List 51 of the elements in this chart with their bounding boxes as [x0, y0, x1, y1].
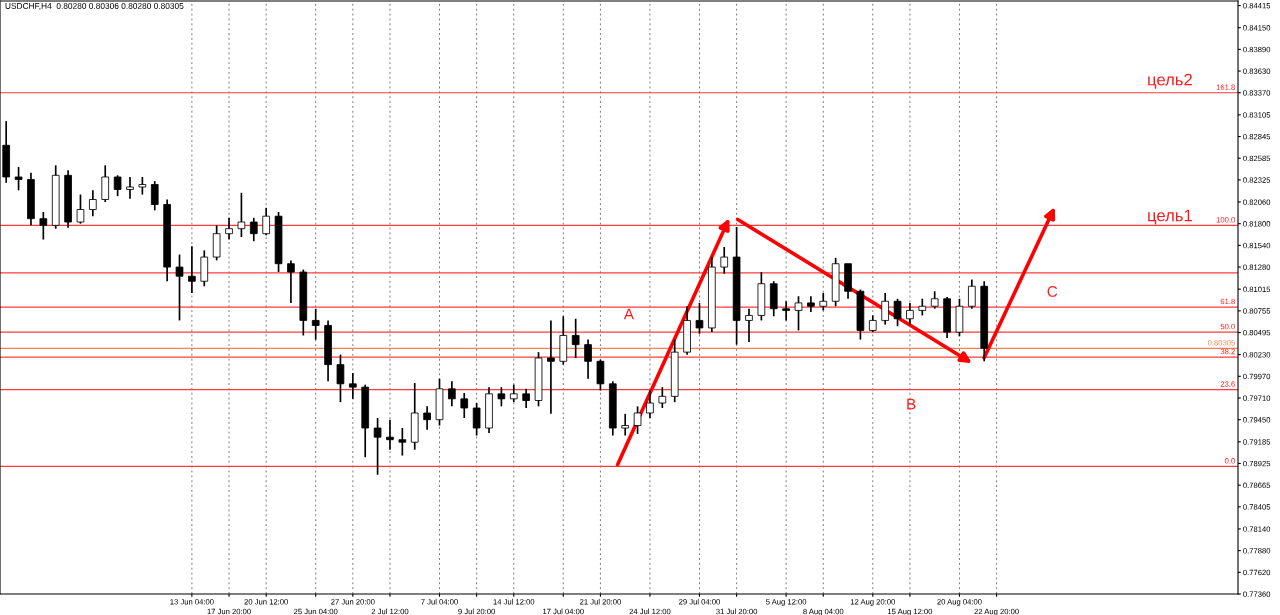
- candlestick: [472, 402, 481, 437]
- candlestick: [336, 353, 345, 404]
- candlestick: [906, 302, 914, 326]
- candlestick: [497, 386, 506, 408]
- annotation: цель1: [1148, 209, 1192, 225]
- candlestick: [968, 278, 976, 310]
- candlestick: [596, 358, 605, 392]
- candlestick: [225, 217, 233, 241]
- candlestick: [188, 245, 196, 294]
- candlestick: [658, 386, 667, 409]
- candlestick: [349, 372, 357, 400]
- candlestick: [373, 417, 382, 476]
- candlestick: [89, 189, 97, 218]
- candlestick: [237, 191, 246, 238]
- candlestick: [212, 224, 221, 262]
- candlestick: [249, 217, 258, 243]
- candlestick: [881, 292, 889, 326]
- annotation: C: [1047, 286, 1058, 297]
- chart-title: USDCHF,H4 0.80280 0.80306 0.80280 0.80305: [5, 3, 184, 10]
- candlestick: [522, 387, 530, 409]
- candlestick: [150, 180, 159, 212]
- annotation: A: [623, 308, 634, 320]
- candlestick: [794, 295, 803, 332]
- candlestick: [782, 300, 790, 322]
- annotation: B: [907, 398, 916, 410]
- candlestick: [584, 338, 592, 380]
- candlestick: [39, 211, 48, 241]
- candlestick: [460, 392, 469, 419]
- candlestick: [547, 319, 555, 415]
- candlestick: [14, 166, 23, 192]
- candlestick: [101, 164, 110, 203]
- annotation: цель2: [1148, 73, 1192, 89]
- candlestick: [646, 389, 654, 419]
- candlestick: [448, 380, 456, 408]
- candlestick: [126, 176, 134, 200]
- candlestick: [398, 427, 407, 457]
- candlestick: [76, 193, 85, 225]
- candlestick: [262, 207, 270, 237]
- candlestick: [175, 253, 184, 322]
- candlestick: [423, 405, 431, 431]
- candlestick: [621, 413, 630, 437]
- candlestick: [311, 307, 320, 341]
- candlestick: [745, 307, 753, 343]
- candlestick: [287, 259, 295, 304]
- candlestick: [720, 246, 729, 275]
- candlestick: [695, 302, 704, 335]
- candlestick: [571, 317, 580, 359]
- candlestick: [633, 405, 642, 435]
- candlestick: [386, 418, 394, 451]
- candlestick: [893, 297, 902, 328]
- candlestick: [113, 174, 122, 197]
